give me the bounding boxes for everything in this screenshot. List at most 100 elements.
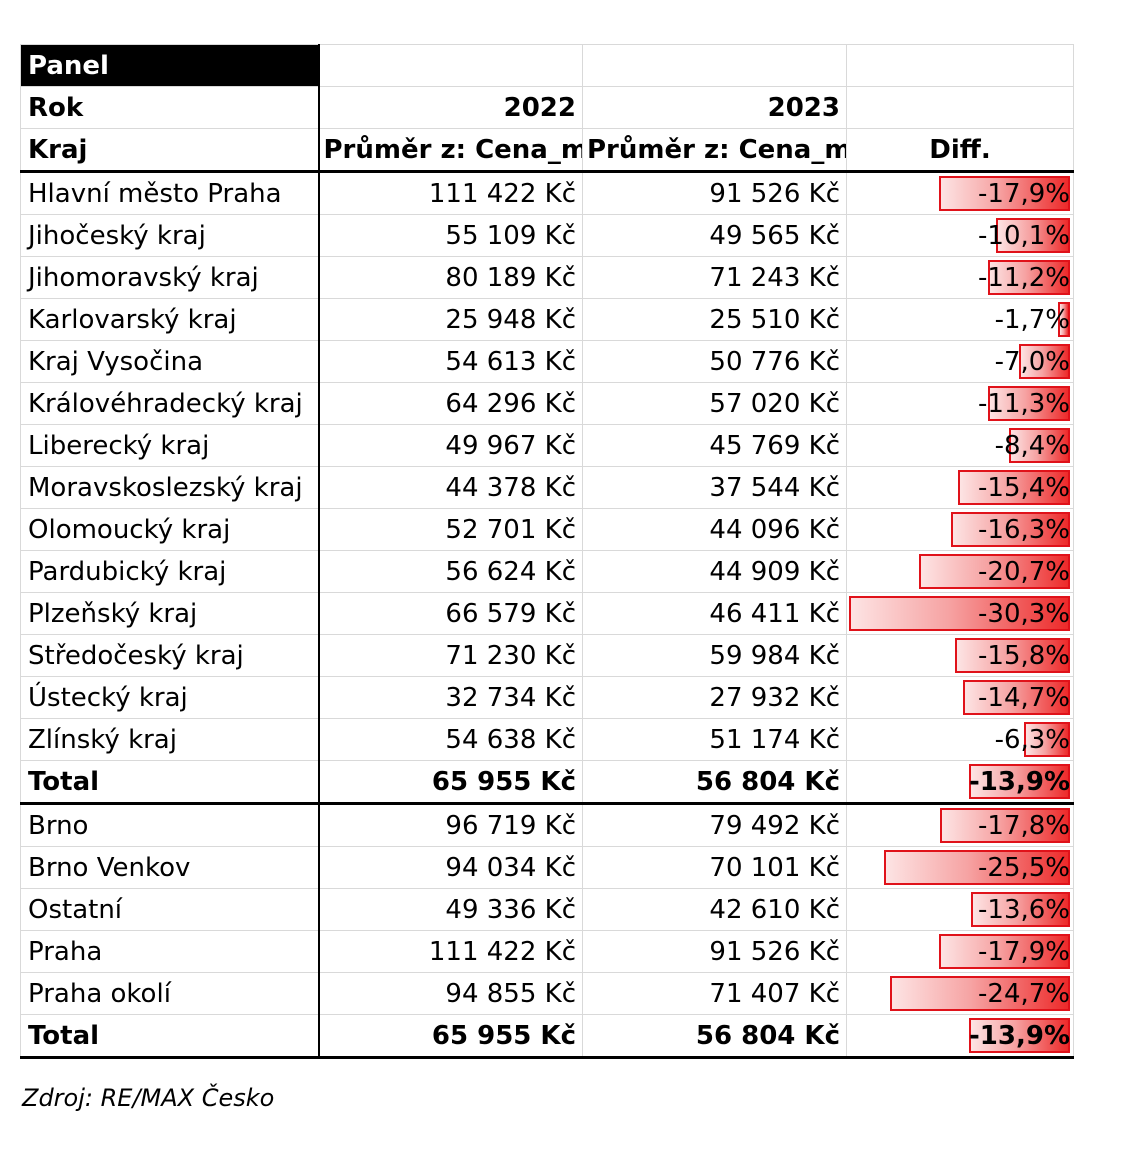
diff-cell[interactable]: -1,7% [846,298,1074,341]
region-name[interactable]: Jihomoravský kraj [20,256,320,299]
diff-cell[interactable]: -10,1% [846,214,1074,257]
price-2023[interactable]: 91 526 Kč [582,930,847,973]
price-2022[interactable]: 49 967 Kč [318,424,583,467]
price-2023[interactable]: 42 610 Kč [582,888,847,931]
price-2023[interactable]: 50 776 Kč [582,340,847,383]
price-2022[interactable]: 65 955 Kč [318,1014,583,1059]
region-name[interactable]: Ústecký kraj [20,676,320,719]
diff-cell[interactable]: -15,8% [846,634,1074,677]
table-row: Liberecký kraj 49 967 Kč 45 769 Kč -8,4% [20,424,1074,467]
price-2023[interactable]: 56 804 Kč [582,1014,847,1059]
panel-empty-1[interactable] [318,44,583,87]
price-2023[interactable]: 59 984 Kč [582,634,847,677]
diff-cell[interactable]: -14,7% [846,676,1074,719]
diff-value: -17,9% [978,936,1070,967]
region-name[interactable]: Karlovarský kraj [20,298,320,341]
year-2023-header[interactable]: 2023 [582,86,847,129]
region-name[interactable]: Jihočeský kraj [20,214,320,257]
diff-cell[interactable]: -13,9% [846,1014,1074,1059]
diff-header[interactable]: Diff. [846,128,1074,173]
price-2023[interactable]: 57 020 Kč [582,382,847,425]
year-empty[interactable] [846,86,1074,129]
price-2023[interactable]: 56 804 Kč [582,760,847,805]
price-2022[interactable]: 54 613 Kč [318,340,583,383]
region-name[interactable]: Středočeský kraj [20,634,320,677]
region-name[interactable]: Ostatní [20,888,320,931]
diff-cell[interactable]: -11,3% [846,382,1074,425]
price-2023[interactable]: 71 407 Kč [582,972,847,1015]
rok-label[interactable]: Rok [20,86,320,129]
price-2022[interactable]: 25 948 Kč [318,298,583,341]
price-2022[interactable]: 111 422 Kč [318,171,583,215]
price-2022[interactable]: 71 230 Kč [318,634,583,677]
diff-cell[interactable]: -24,7% [846,972,1074,1015]
price-2022[interactable]: 56 624 Kč [318,550,583,593]
price-2022[interactable]: 94 034 Kč [318,846,583,889]
total-label[interactable]: Total [20,760,320,805]
diff-cell[interactable]: -15,4% [846,466,1074,509]
price-2023[interactable]: 46 411 Kč [582,592,847,635]
region-name[interactable]: Brno [20,803,320,847]
panel-empty-2[interactable] [582,44,847,87]
region-name[interactable]: Brno Venkov [20,846,320,889]
diff-value: -1,7% [994,304,1070,335]
region-name[interactable]: Hlavní město Praha [20,171,320,215]
diff-cell[interactable]: -7,0% [846,340,1074,383]
col-2022-header[interactable]: Průměr z: Cena_m2 [318,128,583,173]
price-2022[interactable]: 44 378 Kč [318,466,583,509]
diff-cell[interactable]: -8,4% [846,424,1074,467]
price-2022[interactable]: 80 189 Kč [318,256,583,299]
price-2022[interactable]: 55 109 Kč [318,214,583,257]
price-2022[interactable]: 49 336 Kč [318,888,583,931]
price-2022[interactable]: 32 734 Kč [318,676,583,719]
price-2022[interactable]: 54 638 Kč [318,718,583,761]
diff-cell[interactable]: -25,5% [846,846,1074,889]
price-2022[interactable]: 96 719 Kč [318,803,583,847]
total-label[interactable]: Total [20,1014,320,1059]
col-2023-header[interactable]: Průměr z: Cena_m2 [582,128,847,173]
region-name[interactable]: Kraj Vysočina [20,340,320,383]
price-2022[interactable]: 64 296 Kč [318,382,583,425]
diff-cell[interactable]: -17,9% [846,930,1074,973]
region-name[interactable]: Zlínský kraj [20,718,320,761]
price-2023[interactable]: 27 932 Kč [582,676,847,719]
region-name[interactable]: Pardubický kraj [20,550,320,593]
price-2023[interactable]: 44 096 Kč [582,508,847,551]
price-2022[interactable]: 65 955 Kč [318,760,583,805]
price-2023[interactable]: 49 565 Kč [582,214,847,257]
price-2023[interactable]: 51 174 Kč [582,718,847,761]
region-name[interactable]: Moravskoslezský kraj [20,466,320,509]
kraj-label[interactable]: Kraj [20,128,320,173]
diff-bar [849,596,1070,631]
price-2023[interactable]: 70 101 Kč [582,846,847,889]
diff-cell[interactable]: -16,3% [846,508,1074,551]
diff-cell[interactable]: -6,3% [846,718,1074,761]
price-2022[interactable]: 94 855 Kč [318,972,583,1015]
year-2022-header[interactable]: 2022 [318,86,583,129]
region-name[interactable]: Olomoucký kraj [20,508,320,551]
price-2022[interactable]: 52 701 Kč [318,508,583,551]
price-2022[interactable]: 66 579 Kč [318,592,583,635]
diff-cell[interactable]: -30,3% [846,592,1074,635]
region-name[interactable]: Liberecký kraj [20,424,320,467]
diff-cell[interactable]: -17,9% [846,171,1074,215]
diff-cell[interactable]: -13,9% [846,760,1074,805]
price-2023[interactable]: 44 909 Kč [582,550,847,593]
price-2023[interactable]: 91 526 Kč [582,171,847,215]
region-name[interactable]: Praha [20,930,320,973]
price-2023[interactable]: 37 544 Kč [582,466,847,509]
region-name[interactable]: Plzeňský kraj [20,592,320,635]
panel-label[interactable]: Panel [20,44,320,87]
price-2023[interactable]: 25 510 Kč [582,298,847,341]
panel-empty-3[interactable] [846,44,1074,87]
price-2023[interactable]: 71 243 Kč [582,256,847,299]
diff-cell[interactable]: -20,7% [846,550,1074,593]
diff-cell[interactable]: -13,6% [846,888,1074,931]
diff-cell[interactable]: -11,2% [846,256,1074,299]
price-2023[interactable]: 79 492 Kč [582,803,847,847]
region-name[interactable]: Praha okolí [20,972,320,1015]
price-2023[interactable]: 45 769 Kč [582,424,847,467]
region-name[interactable]: Královéhradecký kraj [20,382,320,425]
diff-cell[interactable]: -17,8% [846,803,1074,847]
price-2022[interactable]: 111 422 Kč [318,930,583,973]
